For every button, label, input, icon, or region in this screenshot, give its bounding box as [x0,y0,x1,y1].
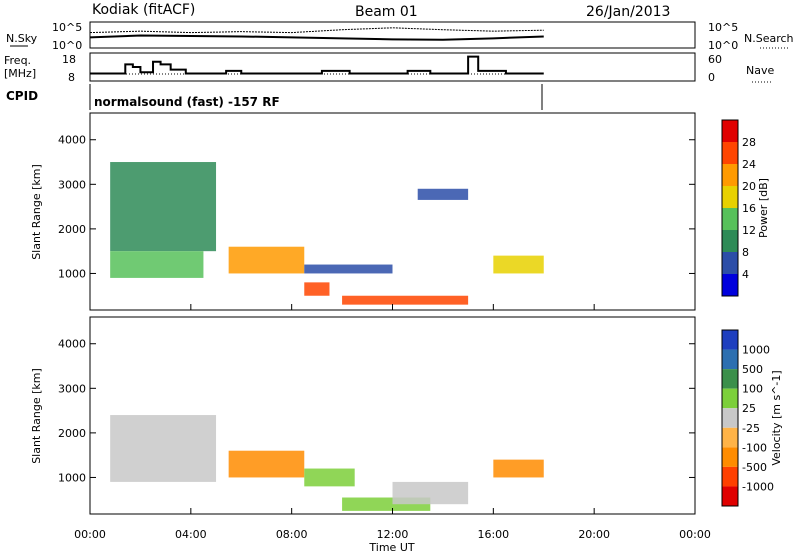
power-colorbar-swatch [722,186,738,208]
power-colorbar-tick: 24 [742,158,756,171]
beam-title: Beam 01 [355,4,418,20]
power-colorbar-swatch [722,252,738,274]
power-cell-5 [342,295,469,305]
power-colorbar-tick: 16 [742,202,756,215]
power-cell-0 [110,162,217,252]
x-tick-label: 20:00 [578,528,610,541]
power-colorbar-swatch [722,164,738,186]
freq-tick-top: 18 [62,53,76,66]
power-ytick-label: 1000 [58,267,86,280]
nsearch-label: N.Search [744,32,794,45]
velocity-ytick-label: 4000 [58,338,86,351]
power-colorbar-swatch [722,208,738,230]
power-cell-1 [110,251,204,278]
velocity-colorbar-swatch [722,369,738,389]
velocity-ylabel: Slant Range [km] [30,368,43,464]
x-tick-label: 04:00 [175,528,207,541]
x-tick-label: 12:00 [377,528,409,541]
nsky-series-line [89,34,544,41]
velocity-heatmap [110,415,544,511]
power-colorbar-swatch [722,120,738,142]
nsky-tick-top: 10^5 [52,21,82,34]
nave-tick-top: 60 [708,53,722,66]
power-colorbar-tick: 8 [742,246,749,259]
velocity-colorbar-tick: 500 [742,363,763,376]
power-ylabel: Slant Range [km] [30,164,43,260]
nsearch-tick-bottom: 10^0 [708,39,738,52]
x-axis-label: Time UT [368,541,414,554]
velocity-colorbar-swatch [722,349,738,370]
power-y-ticks: 4000 3000 2000 1000 [58,134,695,280]
velocity-y-ticks: 4000 3000 2000 1000 [58,338,695,484]
power-cell-6 [417,188,469,200]
power-colorbar-swatch [722,142,738,164]
freq-series-line [90,55,544,75]
nave-tick-bottom: 0 [708,71,715,84]
velocity-colorbar-tick: 25 [742,402,756,415]
nsky-panel-frame [89,21,696,49]
power-cell-4 [304,282,330,296]
velocity-cell-5 [493,459,544,478]
velocity-colorbar-swatch [722,388,738,409]
freq-tick-bottom: 8 [68,71,75,84]
velocity-cell-0 [110,415,217,482]
power-colorbar-swatch [722,230,738,252]
velocity-colorbar-tick: 1000 [742,344,770,357]
power-colorbar-swatch [722,274,738,296]
power-colorbar-tick: 12 [742,224,756,237]
power-cell-7 [493,255,544,274]
cpid-label: CPID [6,89,38,103]
velocity-colorbar: 1000 500 100 25 -25 -100 -500 -1000 [722,330,774,506]
power-colorbar-tick: 20 [742,180,756,193]
velocity-colorbar-swatch [722,486,738,506]
x-tick-label: 16:00 [477,528,509,541]
velocity-colorbar-tick: -100 [742,441,767,454]
date-title: 26/Jan/2013 [586,4,670,20]
power-ytick-label: 4000 [58,134,86,147]
nsearch-tick-top: 10^5 [708,21,738,34]
velocity-colorbar-tick: -1000 [742,480,774,493]
velocity-cell-4 [392,481,469,505]
velocity-colorbar-tick: 100 [742,383,763,396]
velocity-ytick-label: 3000 [58,382,86,395]
power-cell-3 [304,264,393,274]
velocity-colorbar-swatch [722,408,738,428]
velocity-colorbar-swatch [722,466,738,487]
velocity-cell-1 [228,450,305,478]
power-ytick-label: 3000 [58,178,86,191]
x-axis-ticks: 00:00 04:00 08:00 12:00 16:00 20:00 00:00 [74,304,711,541]
velocity-ytick-label: 2000 [58,427,86,440]
velocity-cell-2 [304,468,355,487]
power-ytick-label: 2000 [58,223,86,236]
power-cell-2 [228,246,305,274]
velocity-colorbar-swatch [722,330,738,350]
power-colorbar-tick: 4 [742,268,749,281]
station-title: Kodiak (fitACF) [92,2,195,18]
nsky-tick-bottom: 10^0 [52,39,82,52]
velocity-colorbar-label: Velocity [m s^-1] [770,370,783,465]
velocity-colorbar-tick: -500 [742,461,767,474]
power-colorbar: 28 24 20 16 12 8 4 [722,120,756,296]
freq-panel-frame [89,52,696,82]
velocity-colorbar-tick: -25 [742,422,760,435]
velocity-colorbar-swatch [722,427,738,448]
cpid-text: normalsound (fast) -157 RF [94,95,280,109]
nave-label: Nave [746,64,774,77]
x-tick-label: 00:00 [74,528,106,541]
x-tick-label: 00:00 [679,528,711,541]
velocity-colorbar-frame [721,329,739,507]
nsearch-series-line [89,27,544,34]
freq-label: Freq. [4,54,31,67]
power-heatmap [110,162,544,305]
nsky-label: N.Sky [6,32,38,45]
power-colorbar-frame [721,119,739,297]
power-colorbar-tick: 28 [742,136,756,149]
velocity-colorbar-swatch [722,447,738,467]
x-tick-label: 08:00 [276,528,308,541]
power-colorbar-label: Power [dB] [757,178,770,238]
velocity-ytick-label: 1000 [58,471,86,484]
freq-unit-label: [MHz] [4,67,36,80]
